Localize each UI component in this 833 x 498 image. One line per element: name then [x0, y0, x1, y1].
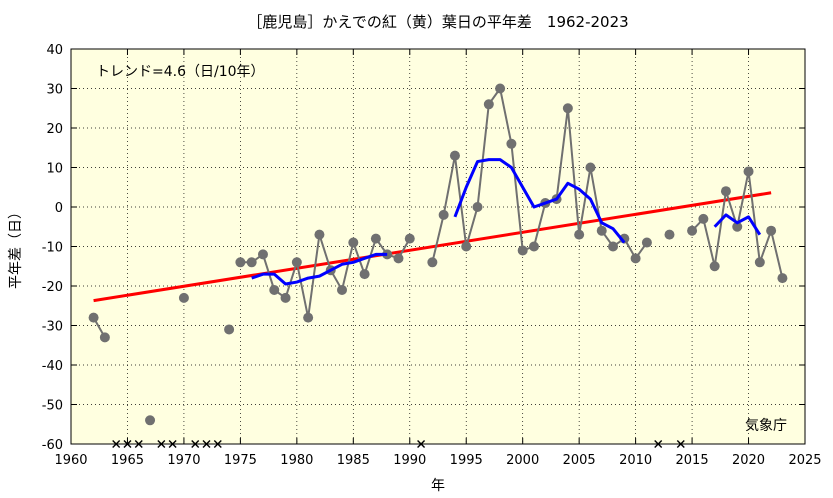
- observed-point: [88, 312, 99, 323]
- observed-point: [178, 292, 189, 303]
- observed-point: [303, 312, 314, 323]
- observed-layer: [88, 83, 788, 426]
- plot-frame: [70, 48, 806, 445]
- observed-point: [404, 233, 415, 244]
- x-tick-label: 2005: [563, 453, 596, 468]
- observed-point: [359, 269, 370, 280]
- observed-point: [370, 233, 381, 244]
- x-tick-label: 2015: [676, 453, 709, 468]
- x-tick-label: 1965: [111, 453, 144, 468]
- x-tick-label: 1985: [337, 453, 370, 468]
- x-tick-label: 2000: [506, 453, 539, 468]
- observed-point: [224, 324, 235, 335]
- x-tick-label: 1960: [54, 453, 87, 468]
- observed-point: [698, 213, 709, 224]
- observed-point: [145, 415, 156, 426]
- y-tick-label: -50: [42, 399, 63, 414]
- observed-point: [99, 332, 110, 343]
- trend-line: [93, 191, 772, 303]
- observed-point: [574, 229, 585, 240]
- observed-point: [269, 284, 280, 295]
- observed-line: [240, 234, 411, 318]
- observed-point: [449, 150, 460, 161]
- observed-point: [337, 284, 348, 295]
- observed-point: [777, 273, 788, 284]
- observed-point: [766, 225, 777, 236]
- y-tick-label: -40: [42, 359, 63, 374]
- x-axis-ticks: 1960 1965 1970 1975 1980 1985 1990 1995 2000 2005…: [54, 49, 822, 468]
- observed-point: [517, 245, 528, 256]
- observed-point: [246, 257, 257, 268]
- observed-point: [348, 237, 359, 248]
- moving-average-layer: [251, 158, 762, 286]
- observed-point: [630, 253, 641, 264]
- observed-point: [743, 166, 754, 177]
- y-tick-label: -10: [42, 241, 63, 256]
- x-tick-label: 2025: [788, 453, 821, 468]
- x-tick-label: 1990: [393, 453, 426, 468]
- observed-point: [709, 261, 720, 272]
- y-tick-label: -60: [42, 438, 63, 453]
- y-axis-ticks: -60 -50 -40 -30 -20 -10 0 10 20 30 40: [42, 43, 805, 453]
- moving-average-line: [713, 213, 762, 236]
- observed-point: [427, 257, 438, 268]
- x-tick-label: 1980: [280, 453, 313, 468]
- observed-point: [495, 83, 506, 94]
- x-tick-label: 2010: [619, 453, 652, 468]
- observed-point: [528, 241, 539, 252]
- x-tick-label: 2020: [732, 453, 765, 468]
- observed-point: [732, 221, 743, 232]
- y-tick-label: 40: [46, 43, 63, 58]
- observed-point: [314, 229, 325, 240]
- observed-point: [596, 225, 607, 236]
- observed-point: [280, 292, 291, 303]
- y-tick-label: -30: [42, 320, 63, 335]
- moving-average-line: [251, 252, 388, 286]
- source-label: 気象庁: [745, 418, 787, 434]
- trend-layer: [93, 191, 772, 303]
- observed-point: [664, 229, 675, 240]
- observed-point: [483, 99, 494, 110]
- observed-point: [562, 103, 573, 114]
- x-tick-label: 1995: [450, 453, 483, 468]
- y-tick-label: 30: [46, 83, 63, 98]
- y-tick-label: 20: [46, 122, 63, 137]
- x-tick-label: 1975: [224, 453, 257, 468]
- observed-point: [754, 257, 765, 268]
- y-tick-label: -20: [42, 280, 63, 295]
- observed-point: [506, 138, 517, 149]
- observed-point: [687, 225, 698, 236]
- observed-point: [235, 257, 246, 268]
- chart-title: ［鹿児島］かえでの紅（黄）葉日の平年差 1962-2023: [247, 13, 628, 31]
- observed-point: [393, 253, 404, 264]
- moving-average-line: [453, 158, 626, 244]
- observed-point: [438, 209, 449, 220]
- observed-point: [461, 241, 472, 252]
- observed-point: [608, 241, 619, 252]
- observed-point: [720, 186, 731, 197]
- x-tick-label: 1970: [167, 453, 200, 468]
- observed-point: [472, 202, 483, 212]
- x-axis-label: 年: [431, 478, 445, 494]
- observed-point: [585, 162, 596, 173]
- trend-label: トレンド=4.6（日/10年）: [96, 64, 265, 80]
- observed-point: [291, 257, 302, 268]
- y-tick-label: 10: [46, 162, 63, 177]
- observed-point: [257, 249, 268, 260]
- y-tick-label: 0: [55, 201, 63, 216]
- y-axis-label: 平年差（日）: [8, 205, 24, 289]
- observed-point: [641, 237, 652, 248]
